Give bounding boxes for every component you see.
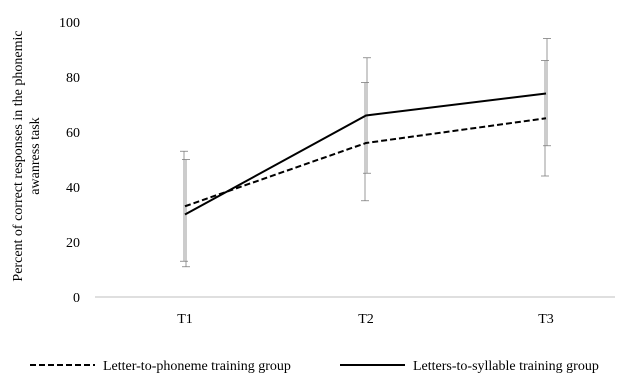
y-tick-label: 20 — [66, 236, 80, 251]
legend-label: Letter-to-phoneme training group — [103, 359, 291, 374]
y-axis: 0 20 40 60 80 100 — [59, 16, 80, 306]
x-axis: T1 T2 T3 — [177, 312, 554, 327]
y-tick-label: 40 — [66, 181, 80, 196]
x-tick-label: T2 — [358, 312, 374, 327]
x-tick-label: T1 — [177, 312, 193, 327]
y-tick-label: 0 — [73, 291, 80, 306]
y-tick-label: 80 — [66, 71, 80, 86]
y-axis-title: Percent of correct responses in the phon… — [11, 30, 43, 281]
series-line-letter-to-phoneme — [184, 117, 547, 208]
series-lines — [184, 92, 547, 216]
legend: Letter-to-phoneme training group Letters-… — [30, 359, 599, 374]
y-tick-label: 100 — [59, 16, 80, 31]
y-axis-title-line-2: awanress task — [28, 117, 43, 194]
legend-label: Letters-to-syllable training group — [413, 359, 599, 374]
y-axis-title-line-1: Percent of correct responses in the phon… — [11, 30, 26, 281]
x-tick-label: T3 — [538, 312, 554, 327]
series-line-letters-to-syllable — [184, 92, 547, 216]
y-tick-label: 60 — [66, 126, 80, 141]
error-bars — [180, 38, 551, 268]
